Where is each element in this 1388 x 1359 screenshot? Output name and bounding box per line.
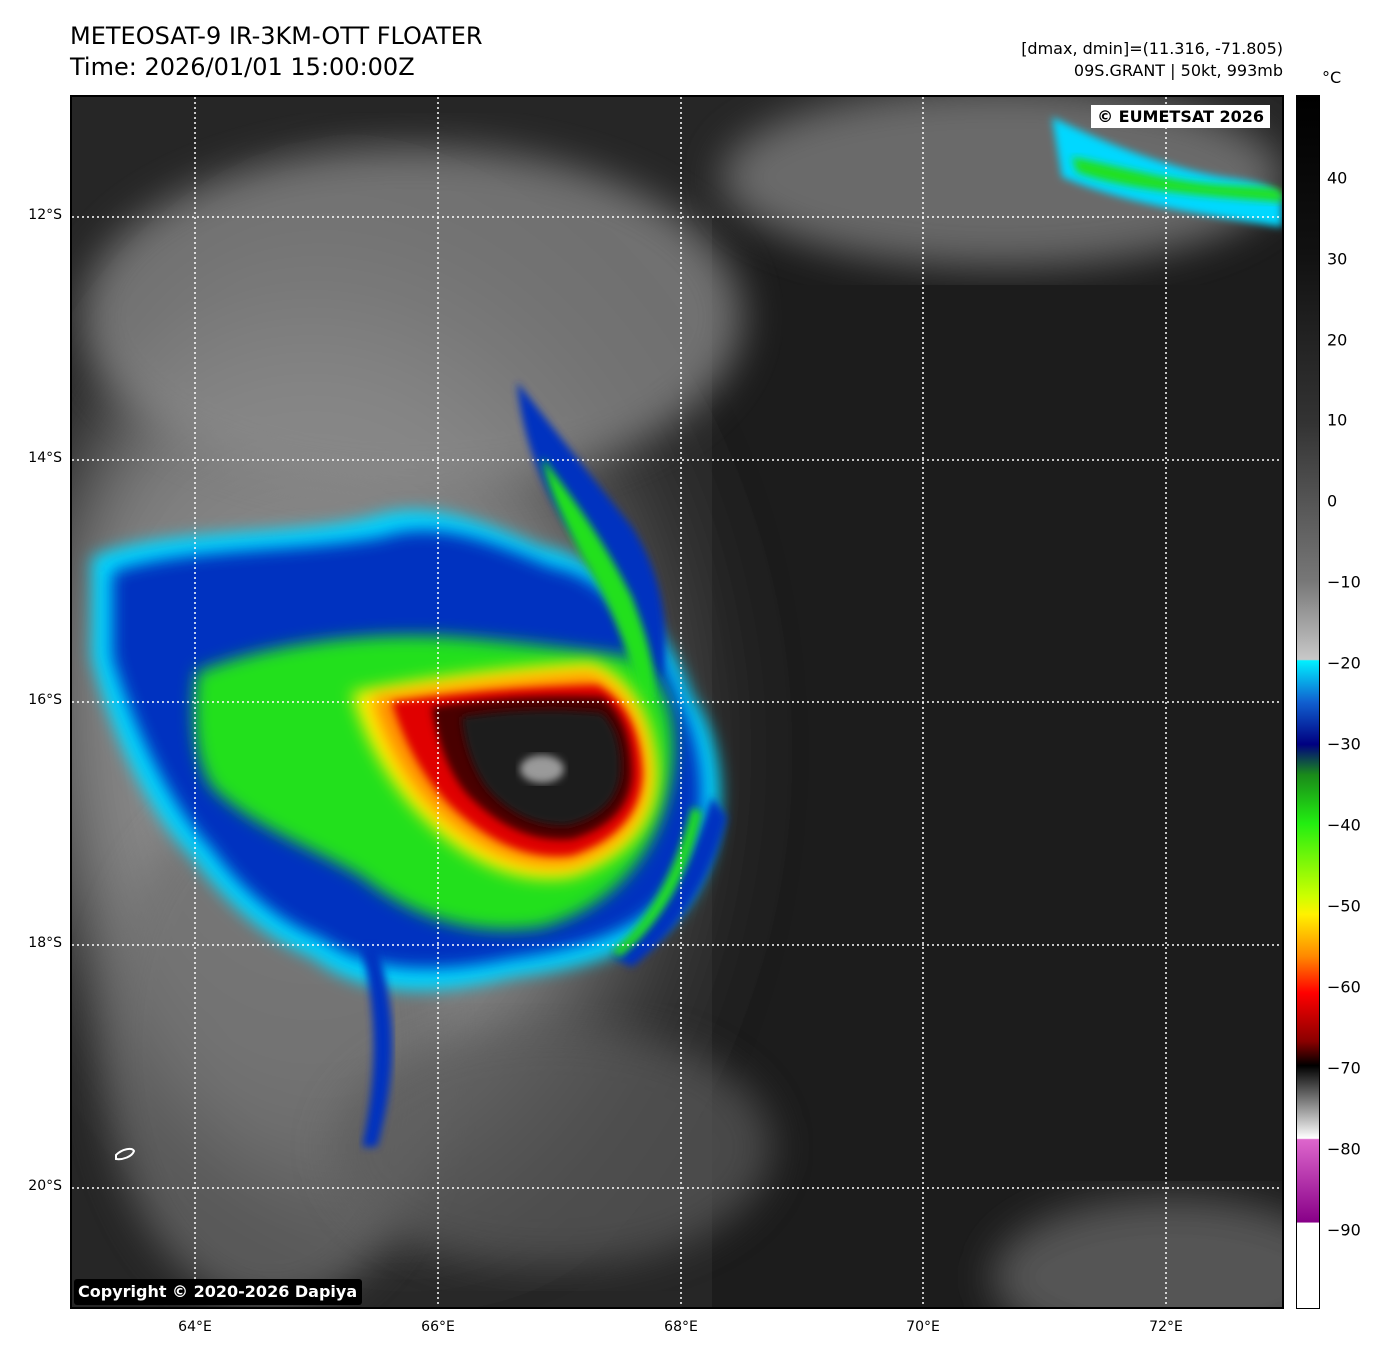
colorbar-tick: −90	[1327, 1220, 1361, 1240]
chart-title: METEOSAT-9 IR-3KM-OTT FLOATER	[70, 22, 483, 50]
lon-label-70e: 70°E	[906, 1319, 940, 1335]
colorbar-tick: −20	[1327, 653, 1361, 673]
lon-label-72e: 72°E	[1149, 1319, 1183, 1335]
convection-red-core	[392, 685, 642, 856]
colorbar-tick: 40	[1327, 168, 1348, 188]
chart-time: Time: 2026/01/01 15:00:00Z	[70, 53, 415, 81]
satellite-imagery	[72, 97, 1282, 1307]
colorbar-tick: −10	[1327, 572, 1361, 592]
colorbar-tick: −40	[1327, 815, 1361, 835]
eumetsat-watermark: © EUMETSAT 2026	[1091, 105, 1270, 128]
island-outline	[115, 1147, 136, 1161]
colorbar-tick: −80	[1327, 1139, 1361, 1159]
lat-label-16s: 16°S	[28, 692, 62, 708]
lat-label-20s: 20°S	[28, 1178, 62, 1194]
colorbar-tick: 30	[1327, 249, 1348, 269]
colorbar-tick: −50	[1327, 896, 1361, 916]
colorbar-tick: 10	[1327, 410, 1348, 430]
storm-info: 09S.GRANT | 50kt, 993mb	[1073, 61, 1283, 80]
lat-label-12s: 12°S	[28, 207, 62, 223]
colorbar	[1296, 95, 1320, 1309]
gridlines	[72, 97, 1282, 1307]
colorbar-tick: 0	[1327, 491, 1338, 511]
lat-label-14s: 14°S	[28, 450, 62, 466]
lat-label-18s: 18°S	[28, 935, 62, 951]
colorbar-tick: −30	[1327, 734, 1361, 754]
colorbar-tick: −70	[1327, 1058, 1361, 1078]
colorbar-tick: −60	[1327, 977, 1361, 997]
colorbar-gradient	[1297, 96, 1319, 1308]
lon-label-68e: 68°E	[664, 1319, 698, 1335]
satellite-map: © EUMETSAT 2026 Copyright © 2020-2026 Da…	[70, 95, 1284, 1309]
dmax-dmin-readout: [dmax, dmin]=(11.316, -71.805)	[1021, 39, 1283, 58]
colorbar-tick: 20	[1327, 330, 1348, 350]
lon-label-66e: 66°E	[421, 1319, 455, 1335]
colorbar-unit: °C	[1322, 68, 1342, 87]
lon-label-64e: 64°E	[178, 1319, 212, 1335]
copyright-watermark: Copyright © 2020-2026 Dapiya	[74, 1279, 363, 1305]
